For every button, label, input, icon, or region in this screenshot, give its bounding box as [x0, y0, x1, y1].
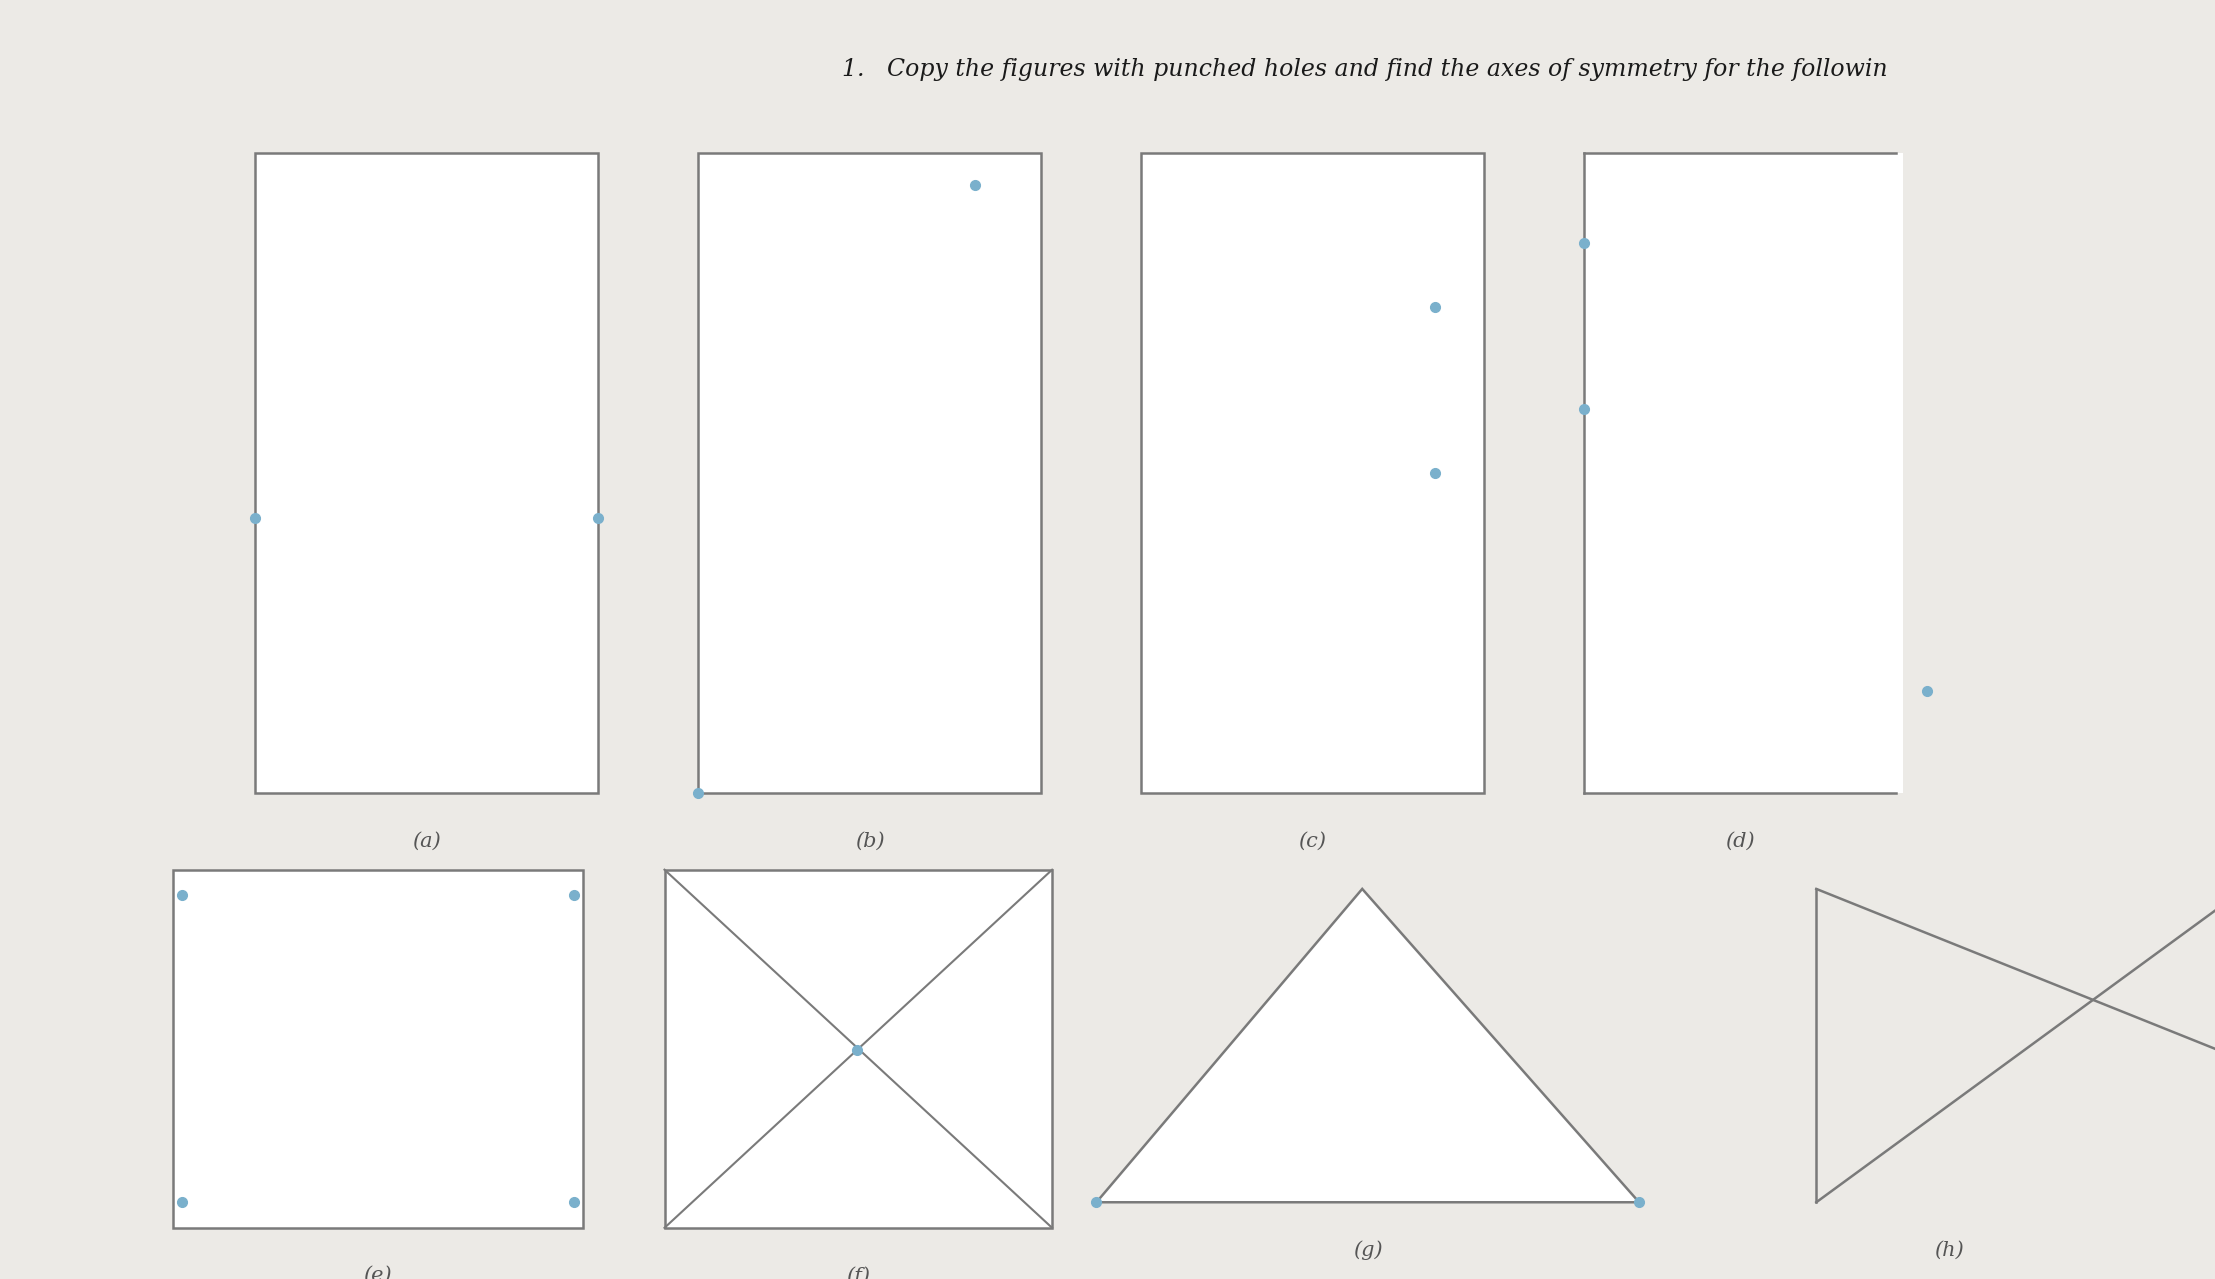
Text: (d): (d)	[1725, 831, 1754, 851]
Bar	[1584, 153, 1903, 793]
Text: (a): (a)	[412, 831, 441, 851]
Text: 1.   Copy the figures with punched holes and find the axes of symmetry for the f: 1. Copy the figures with punched holes a…	[842, 58, 1887, 81]
Text: (e): (e)	[363, 1266, 392, 1279]
Text: (f): (f)	[846, 1266, 870, 1279]
Text: (c): (c)	[1298, 831, 1327, 851]
Text: (b): (b)	[855, 831, 884, 851]
Bar	[1141, 153, 1484, 793]
Bar	[664, 870, 1052, 1228]
Polygon shape	[1096, 889, 1639, 1202]
Bar	[255, 153, 598, 793]
Bar	[173, 870, 583, 1228]
Text: (g): (g)	[1353, 1241, 1382, 1260]
Text: (h): (h)	[1934, 1241, 1965, 1260]
Bar	[698, 153, 1041, 793]
